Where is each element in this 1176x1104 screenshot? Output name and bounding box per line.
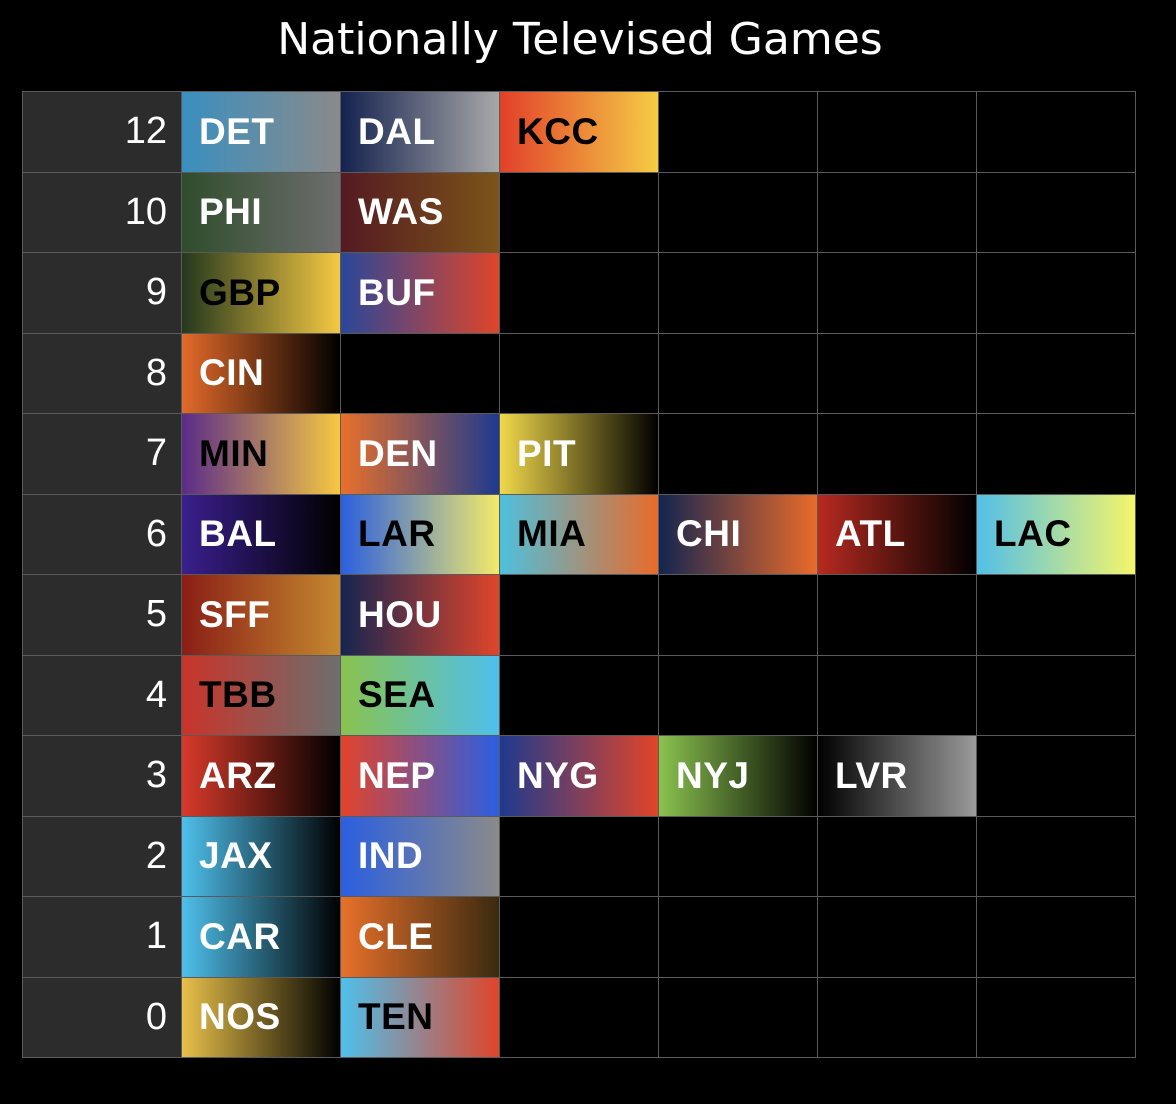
team-cell: CLE — [341, 897, 500, 978]
team-cell: NOS — [182, 977, 341, 1058]
empty-cell — [818, 655, 977, 736]
row-count-label: 12 — [23, 92, 182, 173]
team-grid: 12 DET DAL KCC 10 PHI WAS 9 GBP BUF 8 CIN 7 MIN DEN PIT… — [22, 91, 1136, 1058]
team-cell: BAL — [182, 494, 341, 575]
empty-cell — [977, 172, 1136, 253]
team-cell: LVR — [818, 736, 977, 817]
empty-cell — [977, 736, 1136, 817]
row-count-label: 2 — [23, 816, 182, 897]
empty-cell — [818, 414, 977, 495]
empty-cell — [818, 897, 977, 978]
chart-title: Nationally Televised Games — [277, 14, 883, 65]
team-cell: KCC — [500, 92, 659, 173]
empty-cell — [659, 253, 818, 334]
empty-cell — [977, 897, 1136, 978]
empty-cell — [977, 333, 1136, 414]
empty-cell — [818, 172, 977, 253]
row-count-label: 9 — [23, 253, 182, 334]
empty-cell — [500, 333, 659, 414]
empty-cell — [977, 575, 1136, 656]
empty-cell — [500, 253, 659, 334]
team-cell: NYJ — [659, 736, 818, 817]
team-cell: LAR — [341, 494, 500, 575]
row-count-label: 5 — [23, 575, 182, 656]
team-cell: DET — [182, 92, 341, 173]
empty-cell — [659, 655, 818, 736]
empty-cell — [341, 333, 500, 414]
empty-cell — [659, 333, 818, 414]
empty-cell — [977, 253, 1136, 334]
team-cell: ARZ — [182, 736, 341, 817]
row-count-label: 8 — [23, 333, 182, 414]
empty-cell — [659, 414, 818, 495]
team-cell: MIN — [182, 414, 341, 495]
empty-cell — [659, 897, 818, 978]
empty-cell — [500, 575, 659, 656]
empty-cell — [818, 977, 977, 1058]
empty-cell — [659, 977, 818, 1058]
team-cell: BUF — [341, 253, 500, 334]
row-count-label: 4 — [23, 655, 182, 736]
team-cell: CIN — [182, 333, 341, 414]
empty-cell — [500, 172, 659, 253]
row-count-label: 10 — [23, 172, 182, 253]
team-cell: SEA — [341, 655, 500, 736]
team-cell: SFF — [182, 575, 341, 656]
team-cell: GBP — [182, 253, 341, 334]
empty-cell — [500, 977, 659, 1058]
team-cell: NEP — [341, 736, 500, 817]
empty-cell — [659, 92, 818, 173]
team-cell: CHI — [659, 494, 818, 575]
empty-cell — [818, 253, 977, 334]
empty-cell — [500, 897, 659, 978]
row-count-label: 0 — [23, 977, 182, 1058]
empty-cell — [977, 414, 1136, 495]
team-cell: LAC — [977, 494, 1136, 575]
empty-cell — [659, 575, 818, 656]
row-count-label: 6 — [23, 494, 182, 575]
team-cell: PHI — [182, 172, 341, 253]
team-cell: MIA — [500, 494, 659, 575]
empty-cell — [818, 333, 977, 414]
empty-cell — [977, 655, 1136, 736]
empty-cell — [500, 816, 659, 897]
row-count-label: 1 — [23, 897, 182, 978]
team-cell: JAX — [182, 816, 341, 897]
team-cell: DAL — [341, 92, 500, 173]
empty-cell — [818, 92, 977, 173]
empty-cell — [977, 977, 1136, 1058]
team-cell: TEN — [341, 977, 500, 1058]
empty-cell — [977, 92, 1136, 173]
team-cell: TBB — [182, 655, 341, 736]
team-cell: IND — [341, 816, 500, 897]
empty-cell — [977, 816, 1136, 897]
team-cell: HOU — [341, 575, 500, 656]
team-cell: NYG — [500, 736, 659, 817]
row-count-label: 7 — [23, 414, 182, 495]
team-cell: PIT — [500, 414, 659, 495]
team-cell: WAS — [341, 172, 500, 253]
team-cell: DEN — [341, 414, 500, 495]
empty-cell — [659, 816, 818, 897]
empty-cell — [818, 575, 977, 656]
team-cell: ATL — [818, 494, 977, 575]
empty-cell — [500, 655, 659, 736]
row-count-label: 3 — [23, 736, 182, 817]
empty-cell — [659, 172, 818, 253]
empty-cell — [818, 816, 977, 897]
team-cell: CAR — [182, 897, 341, 978]
